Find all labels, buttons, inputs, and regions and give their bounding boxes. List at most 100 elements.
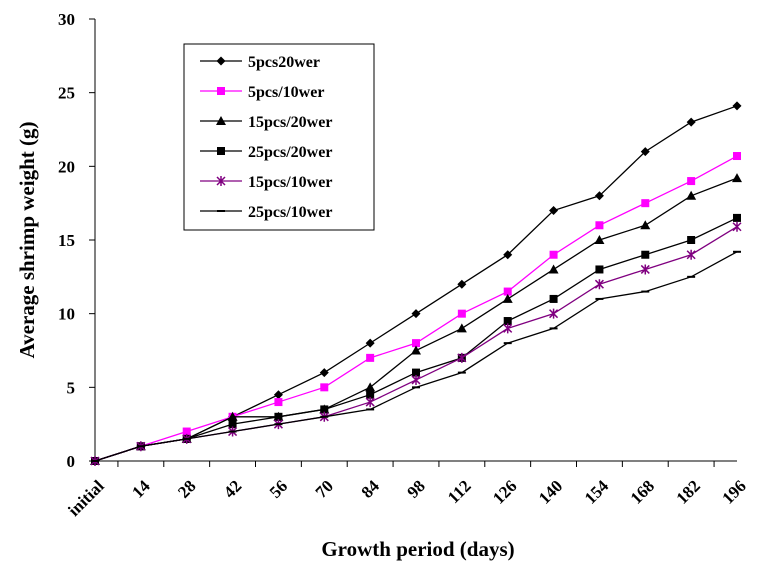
y-tick-label: 15: [58, 231, 75, 250]
x-tick-label: 28: [174, 476, 199, 501]
legend-label: 15pcs/20wer: [248, 114, 332, 131]
legend-marker: [216, 56, 226, 66]
x-tick-label: 70: [312, 476, 337, 501]
data-point: [641, 250, 650, 259]
data-point: [320, 383, 329, 392]
x-tick-label: 42: [220, 476, 245, 501]
data-point: [733, 152, 741, 161]
legend-label: 5pcs/10wer: [248, 84, 324, 101]
data-point: [732, 173, 742, 183]
y-tick-label: 30: [58, 10, 75, 29]
x-tick-label: 140: [535, 476, 566, 507]
data-point: [503, 250, 513, 260]
data-point: [594, 235, 605, 244]
data-point: [412, 339, 420, 348]
y-tick-label: 25: [58, 84, 75, 103]
y-tick-label: 5: [67, 378, 76, 397]
data-point: [411, 309, 421, 319]
data-point: [457, 279, 467, 289]
data-point: [732, 221, 742, 232]
series-6: [91, 250, 741, 462]
legend-item: 15pcs/10wer: [200, 174, 332, 191]
x-tick-label: 56: [266, 476, 291, 501]
data-point: [502, 293, 513, 303]
data-point: [412, 368, 420, 377]
x-tick-label: 182: [673, 476, 704, 507]
data-point: [549, 250, 558, 259]
series-layer: [90, 101, 742, 466]
data-point: [686, 190, 697, 200]
legend-box: [183, 43, 375, 231]
x-tick-label: 168: [627, 476, 658, 507]
data-point: [595, 221, 604, 230]
legend: 5pcs20wer 5pcs/10wer 15pcs/20wer 25pcs/20we…: [183, 43, 375, 231]
data-point: [227, 411, 238, 421]
legend-marker: [217, 87, 225, 95]
legend-marker: [216, 176, 226, 186]
y-tick-label: 10: [58, 305, 75, 324]
x-tick-label: 112: [444, 476, 475, 507]
data-point: [320, 405, 329, 414]
x-axis-title: Growth period (days): [321, 537, 514, 561]
data-point: [549, 308, 559, 319]
data-point: [366, 390, 375, 399]
x-ticks: initial 14 28 42 56 70 84 98 112 126 140 154 168 182 1…: [64, 461, 750, 520]
data-point: [457, 309, 466, 318]
data-point: [641, 199, 650, 208]
x-tick-label: 196: [718, 476, 749, 507]
data-point: [640, 264, 650, 275]
data-point: [457, 352, 467, 363]
data-point: [686, 117, 696, 127]
legend-item: 25pcs/20wer: [200, 144, 332, 161]
data-point: [549, 206, 559, 216]
data-point: [594, 279, 604, 290]
legend-label: 25pcs/20wer: [248, 144, 332, 161]
y-tick-label: 0: [67, 452, 76, 471]
data-point: [274, 412, 283, 421]
data-point: [503, 317, 512, 326]
legend-label: 25pcs/10wer: [248, 204, 332, 221]
data-point: [687, 177, 696, 186]
legend-marker: [216, 116, 226, 125]
data-point: [640, 220, 651, 230]
data-point: [366, 353, 375, 362]
data-point: [503, 323, 513, 334]
data-point: [273, 390, 283, 400]
x-tick-label: 126: [489, 476, 520, 507]
data-point: [274, 398, 283, 407]
legend-marker: [217, 147, 225, 155]
data-point: [686, 249, 696, 260]
y-tick-label: 20: [58, 157, 75, 176]
legend-item: 25pcs/10wer: [200, 204, 332, 221]
data-point: [687, 236, 696, 244]
data-point: [365, 382, 376, 392]
data-point: [549, 294, 558, 303]
legend-label: 15pcs/10wer: [248, 174, 332, 191]
data-point: [594, 191, 604, 201]
legend-item: 15pcs/20wer: [200, 114, 332, 131]
data-point: [733, 213, 741, 222]
y-axis-title: Average shrimp weight (g): [15, 122, 39, 359]
x-tick-label: 14: [128, 476, 154, 502]
y-ticks: 0 5 10 15 20 25 30: [58, 10, 95, 471]
data-point: [365, 338, 375, 348]
legend-item: 5pcs/10wer: [200, 84, 324, 101]
x-tick-label: initial: [64, 476, 108, 520]
data-point: [228, 420, 237, 429]
x-tick-label: 98: [403, 476, 428, 501]
legend-label: 5pcs20wer: [248, 54, 320, 71]
data-point: [182, 427, 191, 436]
x-tick-label: 154: [581, 476, 613, 508]
data-point: [411, 345, 421, 355]
data-point: [595, 265, 604, 274]
data-point: [456, 323, 467, 333]
x-tick-label: 84: [358, 476, 384, 502]
data-point: [503, 287, 512, 296]
data-point: [365, 397, 375, 408]
legend-item: 5pcs20wer: [200, 54, 320, 71]
data-point: [732, 101, 742, 111]
data-point: [640, 147, 650, 157]
data-point: [411, 374, 421, 385]
data-point: [319, 368, 329, 378]
